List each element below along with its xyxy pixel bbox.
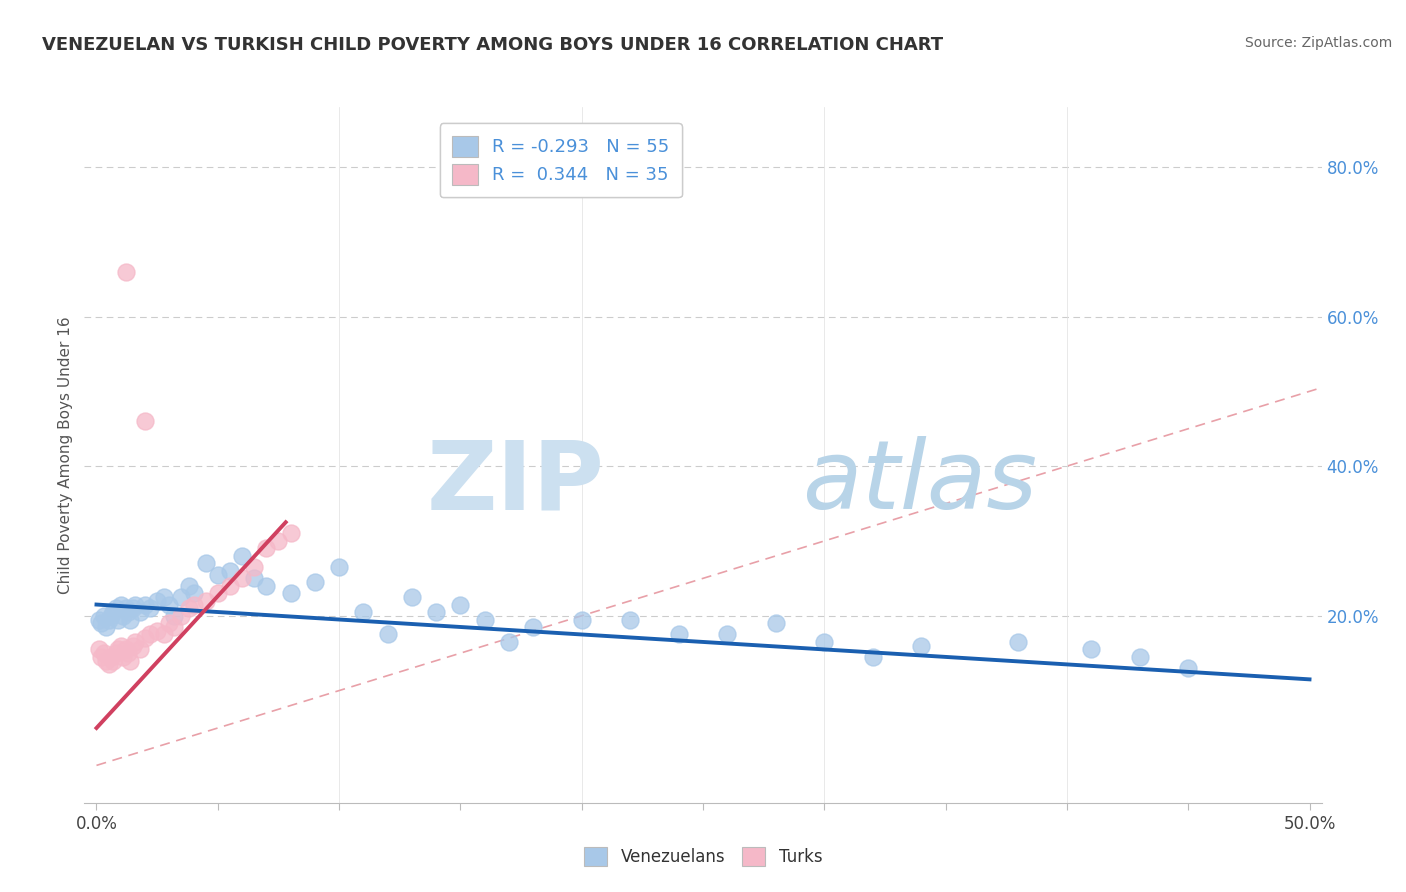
Point bbox=[112, 649, 135, 664]
Point bbox=[93, 646, 115, 660]
Point bbox=[120, 613, 142, 627]
Point bbox=[139, 601, 162, 615]
Point bbox=[163, 620, 186, 634]
Point bbox=[243, 571, 266, 585]
Point bbox=[103, 654, 125, 668]
Text: Source: ZipAtlas.com: Source: ZipAtlas.com bbox=[1244, 36, 1392, 50]
Point bbox=[194, 594, 217, 608]
Point bbox=[107, 613, 129, 627]
Point bbox=[122, 639, 145, 653]
Point bbox=[103, 605, 125, 619]
Point bbox=[134, 631, 156, 645]
Point bbox=[114, 265, 136, 279]
Point bbox=[219, 579, 242, 593]
Point bbox=[231, 571, 253, 585]
Point bbox=[716, 627, 738, 641]
Point bbox=[87, 613, 110, 627]
Point bbox=[104, 601, 127, 615]
Point bbox=[110, 639, 132, 653]
Point bbox=[194, 557, 217, 571]
Point bbox=[122, 601, 145, 615]
Point bbox=[107, 642, 129, 657]
Point bbox=[571, 613, 593, 627]
Point bbox=[243, 560, 266, 574]
Point bbox=[87, 642, 110, 657]
Point bbox=[104, 646, 127, 660]
Point bbox=[765, 616, 787, 631]
Point bbox=[668, 627, 690, 641]
Point bbox=[231, 549, 253, 563]
Legend: R = -0.293   N = 55, R =  0.344   N = 35: R = -0.293 N = 55, R = 0.344 N = 35 bbox=[440, 123, 682, 197]
Point bbox=[401, 590, 423, 604]
Point bbox=[153, 590, 176, 604]
Point bbox=[254, 541, 277, 556]
Point bbox=[124, 598, 146, 612]
Point bbox=[910, 639, 932, 653]
Point bbox=[129, 642, 152, 657]
Point bbox=[114, 601, 136, 615]
Point bbox=[254, 579, 277, 593]
Point bbox=[522, 620, 544, 634]
Point bbox=[153, 627, 176, 641]
Point bbox=[862, 649, 884, 664]
Point bbox=[134, 414, 156, 428]
Point bbox=[474, 613, 496, 627]
Point bbox=[146, 624, 169, 638]
Point bbox=[177, 601, 200, 615]
Point bbox=[90, 616, 112, 631]
Point bbox=[163, 608, 186, 623]
Point bbox=[280, 526, 302, 541]
Point bbox=[110, 598, 132, 612]
Point bbox=[93, 608, 115, 623]
Point bbox=[117, 646, 139, 660]
Text: atlas: atlas bbox=[801, 436, 1038, 529]
Point bbox=[129, 605, 152, 619]
Y-axis label: Child Poverty Among Boys Under 16: Child Poverty Among Boys Under 16 bbox=[58, 316, 73, 594]
Point bbox=[207, 586, 229, 600]
Point bbox=[90, 649, 112, 664]
Point bbox=[219, 564, 242, 578]
Point bbox=[1080, 642, 1102, 657]
Point bbox=[124, 635, 146, 649]
Point bbox=[112, 608, 135, 623]
Point bbox=[280, 586, 302, 600]
Point bbox=[1129, 649, 1152, 664]
Point bbox=[170, 590, 193, 604]
Point bbox=[157, 616, 180, 631]
Point bbox=[114, 642, 136, 657]
Text: VENEZUELAN VS TURKISH CHILD POVERTY AMONG BOYS UNDER 16 CORRELATION CHART: VENEZUELAN VS TURKISH CHILD POVERTY AMON… bbox=[42, 36, 943, 54]
Point bbox=[425, 605, 447, 619]
Point bbox=[1177, 661, 1199, 675]
Legend: Venezuelans, Turks: Venezuelans, Turks bbox=[575, 838, 831, 875]
Point bbox=[134, 598, 156, 612]
Point bbox=[146, 594, 169, 608]
Point bbox=[183, 598, 205, 612]
Point bbox=[352, 605, 374, 619]
Point bbox=[120, 654, 142, 668]
Point bbox=[207, 567, 229, 582]
Point bbox=[97, 613, 120, 627]
Point bbox=[139, 627, 162, 641]
Point bbox=[177, 579, 200, 593]
Point bbox=[96, 620, 118, 634]
Point bbox=[117, 605, 139, 619]
Point bbox=[96, 654, 118, 668]
Point bbox=[100, 649, 122, 664]
Text: ZIP: ZIP bbox=[426, 436, 605, 529]
Point bbox=[1007, 635, 1029, 649]
Point bbox=[157, 598, 180, 612]
Point bbox=[449, 598, 471, 612]
Point bbox=[377, 627, 399, 641]
Point bbox=[183, 586, 205, 600]
Point bbox=[97, 657, 120, 672]
Point bbox=[813, 635, 835, 649]
Point bbox=[498, 635, 520, 649]
Point bbox=[619, 613, 641, 627]
Point bbox=[304, 575, 326, 590]
Point bbox=[100, 608, 122, 623]
Point bbox=[328, 560, 350, 574]
Point bbox=[170, 608, 193, 623]
Point bbox=[267, 533, 290, 548]
